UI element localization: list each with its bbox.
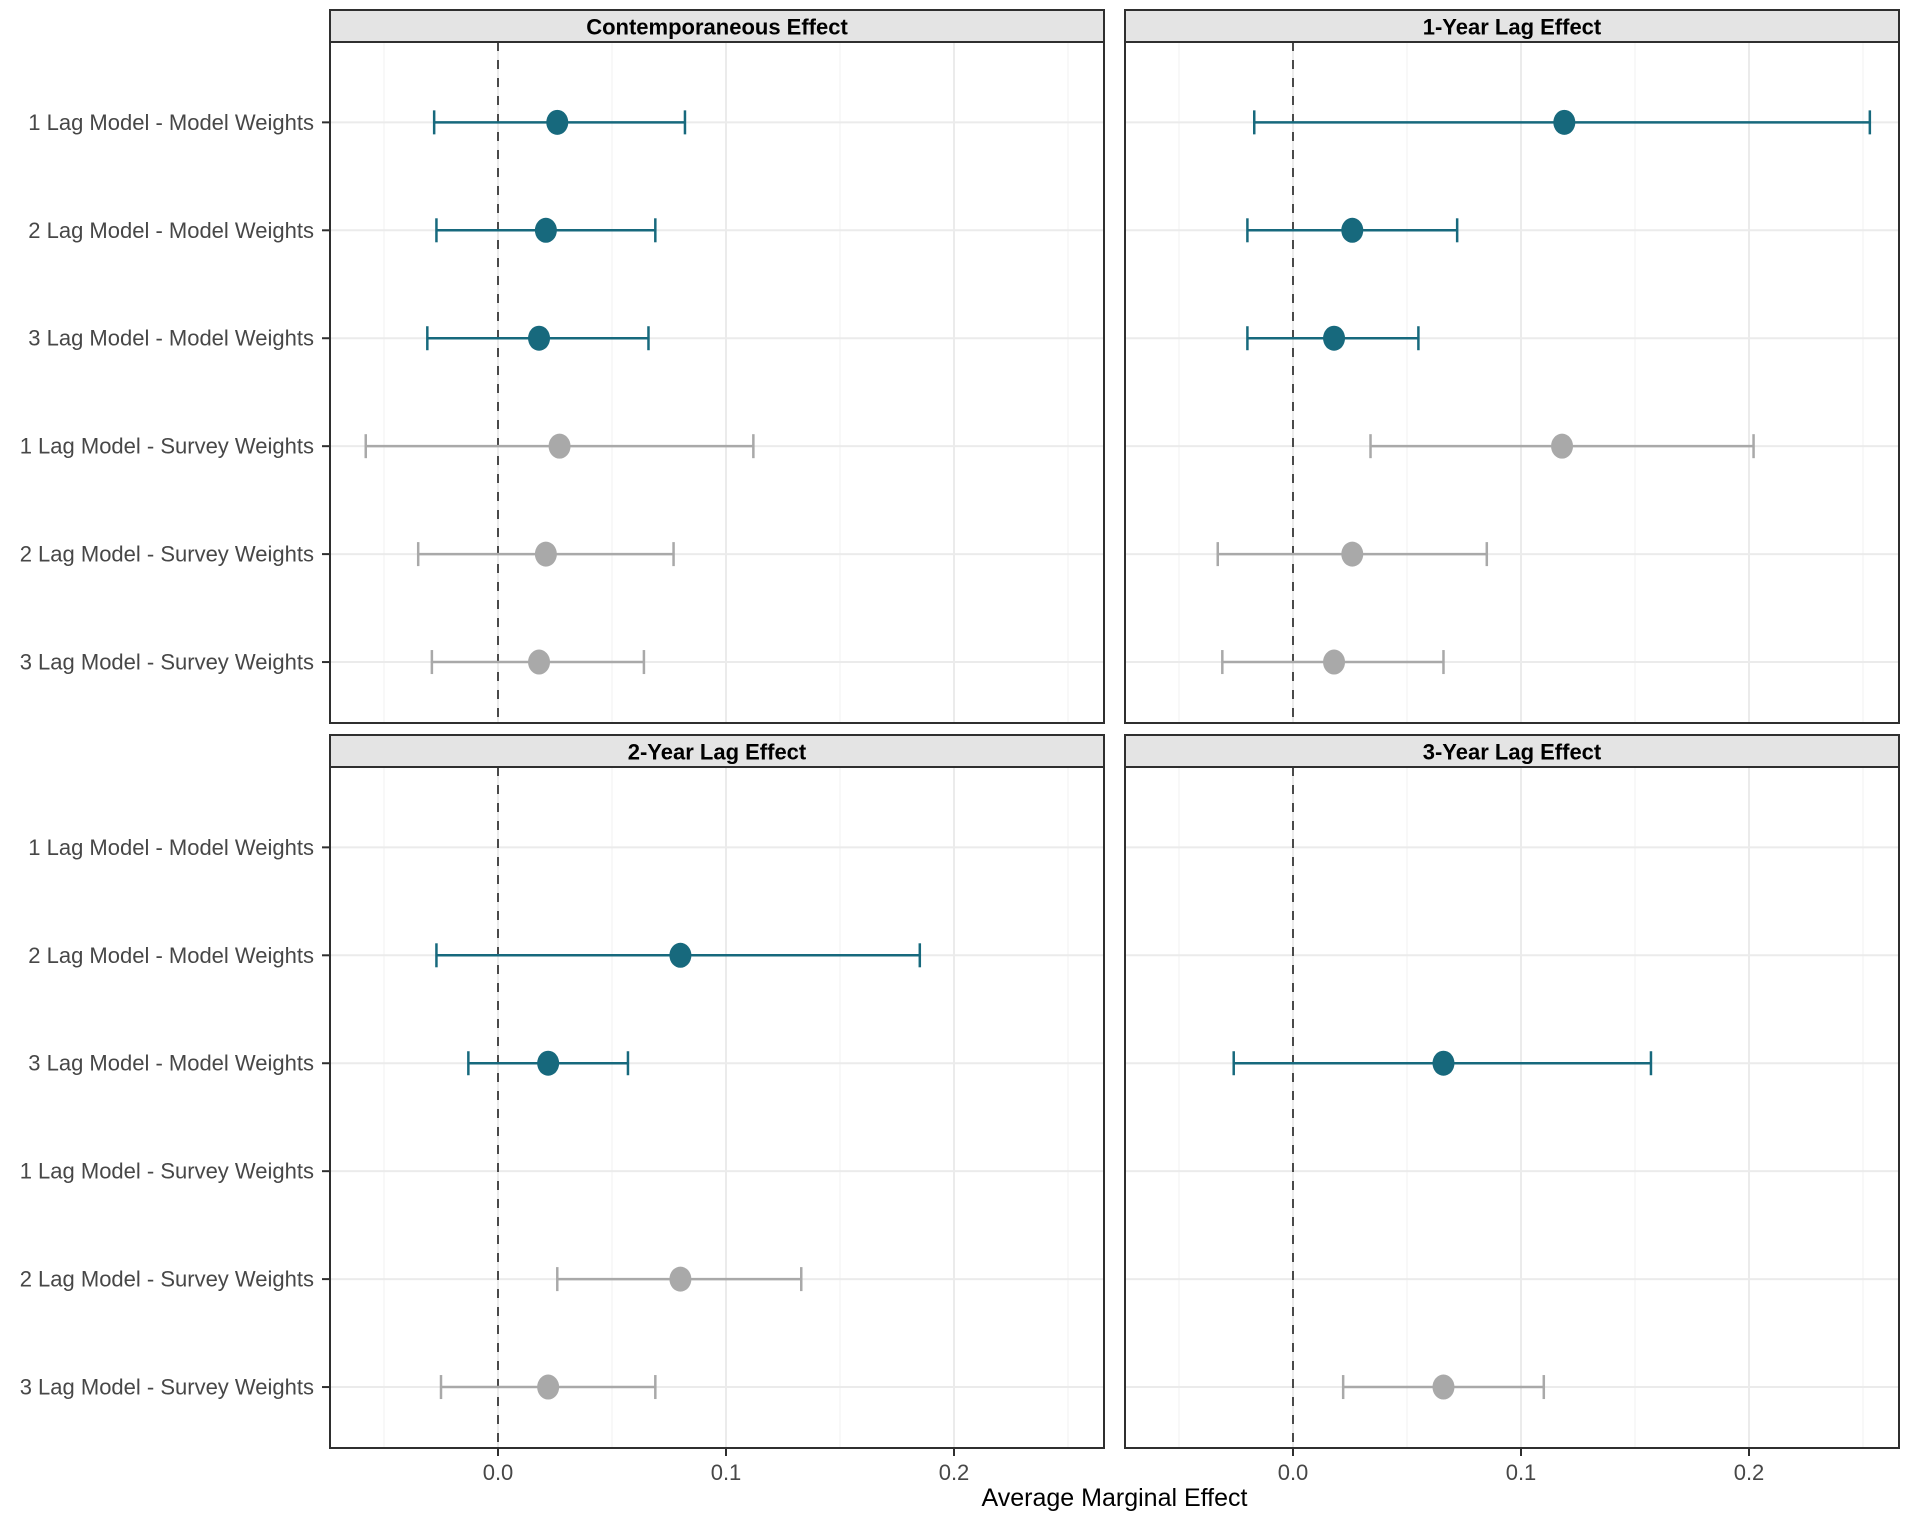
y-axis-label: 1 Lag Model - Model Weights: [28, 110, 314, 135]
x-axis-tick-label: 0.2: [1734, 1460, 1765, 1485]
point-estimate: [537, 1374, 560, 1400]
panel-background: [330, 42, 1104, 723]
panel-border: [329, 766, 1105, 1449]
point-estimate: [669, 942, 692, 968]
y-axis-label: 1 Lag Model - Model Weights: [28, 835, 314, 860]
panel-background: [1125, 767, 1899, 1448]
point-estimate: [537, 1050, 560, 1076]
point-estimate: [1323, 325, 1346, 351]
facet-strip: [1124, 9, 1900, 43]
x-axis-tick-label: 0.1: [1506, 1460, 1537, 1485]
x-axis-tick-label: 0.2: [939, 1460, 970, 1485]
y-axis-label: 3 Lag Model - Model Weights: [28, 1051, 314, 1076]
facet-strip-label: 2-Year Lag Effect: [628, 740, 807, 765]
point-estimate: [669, 1266, 692, 1292]
panel-border: [329, 41, 1105, 724]
y-axis-label: 3 Lag Model - Survey Weights: [20, 1375, 314, 1400]
point-estimate: [1341, 217, 1364, 243]
facet-strip-label: Contemporaneous Effect: [586, 15, 848, 40]
point-estimate: [1551, 433, 1574, 459]
point-estimate: [534, 217, 557, 243]
y-axis-label: 2 Lag Model - Model Weights: [28, 218, 314, 243]
panel-border: [1124, 766, 1900, 1449]
point-estimate: [546, 109, 569, 135]
point-estimate: [1341, 541, 1364, 567]
facet-strip-label: 1-Year Lag Effect: [1423, 15, 1602, 40]
point-estimate: [528, 649, 551, 675]
y-axis-label: 3 Lag Model - Model Weights: [28, 326, 314, 351]
y-axis-label: 1 Lag Model - Survey Weights: [20, 434, 314, 459]
point-estimate: [548, 433, 571, 459]
panel-border: [1124, 41, 1900, 724]
facet-strip-label: 3-Year Lag Effect: [1423, 740, 1602, 765]
y-axis-label: 1 Lag Model - Survey Weights: [20, 1159, 314, 1184]
y-axis-label: 2 Lag Model - Model Weights: [28, 943, 314, 968]
point-estimate: [1432, 1050, 1455, 1076]
point-estimate: [528, 325, 551, 351]
point-estimate: [1553, 109, 1576, 135]
x-axis-tick-label: 0.1: [711, 1460, 742, 1485]
y-axis-label: 2 Lag Model - Survey Weights: [20, 1267, 314, 1292]
y-axis-label: 2 Lag Model - Survey Weights: [20, 542, 314, 567]
x-axis-title: Average Marginal Effect: [981, 1484, 1248, 1512]
x-axis-tick-label: 0.0: [483, 1460, 514, 1485]
point-estimate: [1432, 1374, 1455, 1400]
facet-strip: [329, 734, 1105, 768]
panel-background: [1125, 42, 1899, 723]
x-axis-tick-label: 0.0: [1278, 1460, 1309, 1485]
point-estimate: [534, 541, 557, 567]
panel-background: [330, 767, 1104, 1448]
y-axis-label: 3 Lag Model - Survey Weights: [20, 650, 314, 675]
point-estimate: [1323, 649, 1346, 675]
